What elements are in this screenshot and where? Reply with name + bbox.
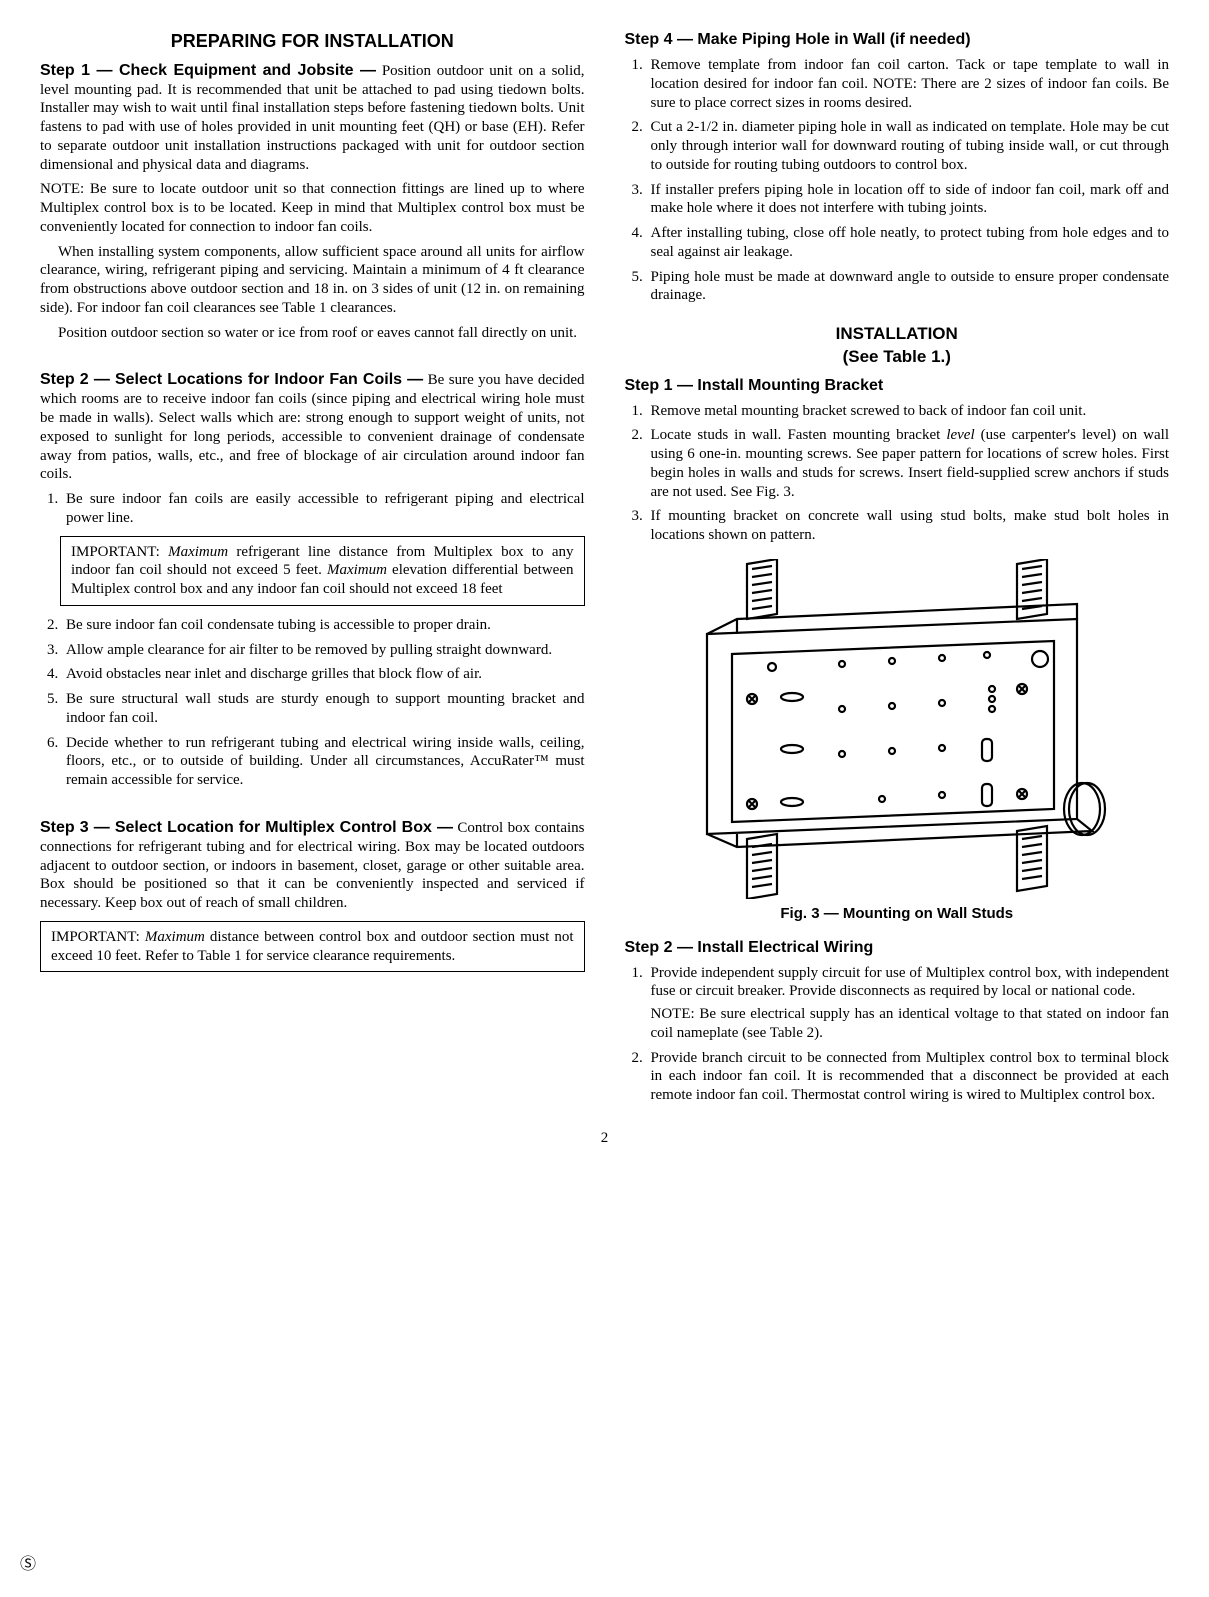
step3-head: Step 3 — Select Location for Multiplex C… <box>40 819 453 836</box>
step2-li4: Avoid obstacles near inlet and discharge… <box>62 665 585 684</box>
step2-li6: Decide whether to run refrigerant tubing… <box>62 734 585 790</box>
step1-para: Step 1 — Check Equipment and Jobsite — P… <box>40 61 585 175</box>
inst1-li2: Locate studs in wall. Fasten mounting br… <box>647 426 1170 501</box>
fig3-caption: Fig. 3 — Mounting on Wall Studs <box>625 905 1170 924</box>
inst2-head-p: Step 2 — Install Electrical Wiring <box>625 938 1170 958</box>
step2-important-box: IMPORTANT: Maximum refrigerant line dist… <box>60 536 585 606</box>
inst1-li2-ital: level <box>946 427 974 443</box>
step3-para: Step 3 — Select Location for Multiplex C… <box>40 818 585 913</box>
step1-note: NOTE: Be sure to locate outdoor unit so … <box>40 180 585 236</box>
important3-max: Maximum <box>145 929 205 945</box>
step1-head: Step 1 — Check Equipment and Jobsite — <box>40 62 376 79</box>
step1-p3: When installing system components, allow… <box>40 243 585 318</box>
step4-li4: After installing tubing, close off hole … <box>647 224 1170 262</box>
step4-li3: If installer prefers piping hole in loca… <box>647 181 1170 219</box>
step4-head: Step 4 — Make Piping Hole in Wall (if ne… <box>625 31 971 48</box>
right-column: Step 4 — Make Piping Hole in Wall (if ne… <box>625 30 1170 1113</box>
important-max1: Maximum <box>168 544 228 560</box>
important3-label: IMPORTANT: <box>51 929 145 945</box>
step3-important-box: IMPORTANT: Maximum distance between cont… <box>40 921 585 973</box>
fig3-svg <box>682 559 1112 899</box>
step4-head-p: Step 4 — Make Piping Hole in Wall (if ne… <box>625 30 1170 50</box>
inst2-li1-text: Provide independent supply circuit for u… <box>651 965 1170 1000</box>
inst1-head-p: Step 1 — Install Mounting Bracket <box>625 376 1170 396</box>
important-max2: Maximum <box>327 562 387 578</box>
circled-s-icon: Ⓢ <box>20 1555 36 1575</box>
step2-head: Step 2 — Select Locations for Indoor Fan… <box>40 371 423 388</box>
step1-body: Position outdoor unit on a solid, level … <box>40 63 585 173</box>
step4-list: Remove template from indoor fan coil car… <box>625 56 1170 305</box>
installation-title: INSTALLATION <box>625 323 1170 344</box>
inst2-li1: Provide independent supply circuit for u… <box>647 964 1170 1043</box>
step2-list: Be sure indoor fan coils are easily acce… <box>40 490 585 528</box>
step2-li2: Be sure indoor fan coil condensate tubin… <box>62 616 585 635</box>
step2-li1: Be sure indoor fan coils are easily acce… <box>62 490 585 528</box>
step4-li2: Cut a 2-1/2 in. diameter piping hole in … <box>647 118 1170 174</box>
inst1-li3: If mounting bracket on concrete wall usi… <box>647 507 1170 545</box>
important-label: IMPORTANT: <box>71 544 168 560</box>
left-column: PREPARING FOR INSTALLATION Step 1 — Chec… <box>40 30 585 1113</box>
page-number: 2 <box>40 1129 1169 1148</box>
inst1-li2-pre: Locate studs in wall. Fasten mounting br… <box>651 427 947 443</box>
inst2-list: Provide independent supply circuit for u… <box>625 964 1170 1105</box>
step2-list-cont: Be sure indoor fan coil condensate tubin… <box>40 616 585 790</box>
step4-li1: Remove template from indoor fan coil car… <box>647 56 1170 112</box>
step4-li5: Piping hole must be made at downward ang… <box>647 268 1170 306</box>
step1-p4: Position outdoor section so water or ice… <box>40 324 585 343</box>
inst2-li2: Provide branch circuit to be connected f… <box>647 1049 1170 1105</box>
inst1-head: Step 1 — Install Mounting Bracket <box>625 377 884 394</box>
installation-sub: (See Table 1.) <box>625 346 1170 367</box>
step2-body: Be sure you have decided which rooms are… <box>40 372 585 482</box>
inst1-li1: Remove metal mounting bracket screwed to… <box>647 402 1170 421</box>
step2-li3: Allow ample clearance for air filter to … <box>62 641 585 660</box>
inst2-head: Step 2 — Install Electrical Wiring <box>625 939 874 956</box>
section-preparing: PREPARING FOR INSTALLATION <box>40 30 585 53</box>
step2-para: Step 2 — Select Locations for Indoor Fan… <box>40 370 585 484</box>
inst1-list: Remove metal mounting bracket screwed to… <box>625 402 1170 545</box>
inst2-li1-note: NOTE: Be sure electrical supply has an i… <box>651 1005 1170 1043</box>
step2-li5: Be sure structural wall studs are sturdy… <box>62 690 585 728</box>
